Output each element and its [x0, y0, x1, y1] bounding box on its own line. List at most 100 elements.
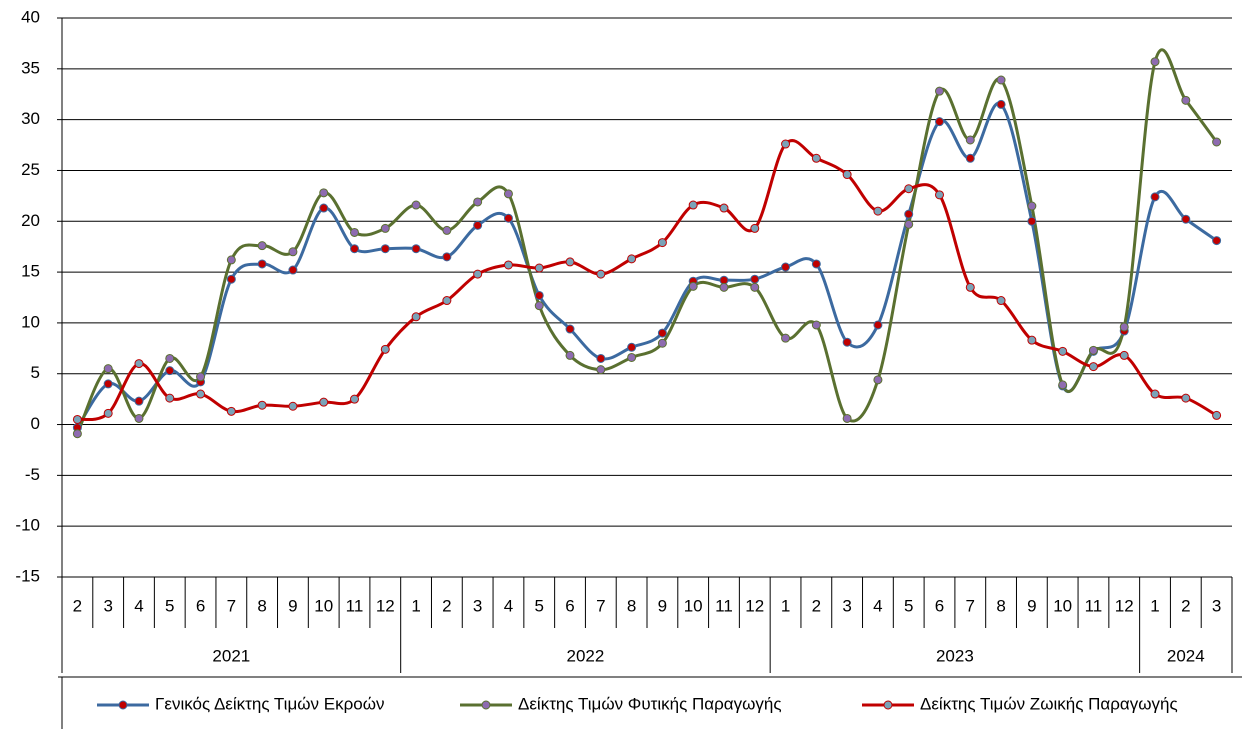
legend-label: Γενικός Δείκτης Τιμών Εκροών: [155, 694, 385, 713]
x-group-label: 2022: [567, 646, 605, 665]
data-point: [1058, 380, 1068, 390]
data-point: [1150, 389, 1160, 399]
data-point: [904, 209, 914, 219]
data-point: [719, 282, 729, 292]
x-tick-label: 7: [596, 596, 605, 615]
x-group-label: 2021: [212, 646, 250, 665]
legend-marker: [481, 700, 491, 710]
data-point: [965, 282, 975, 292]
x-tick-label: 6: [935, 596, 944, 615]
data-point: [1027, 335, 1037, 345]
data-point: [965, 153, 975, 163]
data-point: [350, 244, 359, 254]
data-point: [1150, 57, 1160, 67]
x-group-label: 2024: [1167, 646, 1205, 665]
x-tick-label: 1: [1150, 596, 1159, 615]
data-point: [1119, 350, 1129, 360]
data-point: [1088, 362, 1098, 372]
data-point: [688, 200, 698, 210]
y-tick-label: 30: [21, 109, 40, 128]
x-group-label: 2023: [936, 646, 974, 665]
data-point: [596, 365, 606, 375]
legend-label: Δείκτης Τιμών Ζωικής Παραγωγής: [920, 694, 1178, 713]
data-point: [319, 203, 329, 213]
x-tick-label: 5: [904, 596, 913, 615]
data-point: [288, 247, 298, 257]
x-tick-label: 1: [411, 596, 420, 615]
data-point: [811, 259, 821, 269]
x-tick-label: 1: [781, 596, 790, 615]
x-tick-label: 9: [288, 596, 297, 615]
x-tick-label: 9: [1027, 596, 1036, 615]
data-point: [534, 290, 544, 300]
data-point: [1027, 216, 1037, 226]
data-point: [565, 324, 575, 334]
x-tick-label: 8: [996, 596, 1005, 615]
data-point: [473, 220, 483, 230]
data-point: [134, 396, 144, 406]
data-point: [627, 352, 637, 362]
x-tick-label: 8: [627, 596, 636, 615]
x-tick-label: 3: [473, 596, 482, 615]
data-point: [534, 263, 544, 273]
data-point: [226, 274, 236, 284]
data-point: [503, 260, 513, 270]
data-point: [750, 274, 760, 284]
x-tick-label: 8: [257, 596, 266, 615]
data-point: [319, 188, 329, 198]
data-point: [996, 99, 1006, 109]
data-point: [596, 353, 606, 363]
legend-label: Δείκτης Τιμών Φυτικής Παραγωγής: [518, 694, 782, 713]
x-tick-label: 3: [842, 596, 851, 615]
y-tick-label: -10: [15, 516, 40, 535]
x-tick-label: 3: [103, 596, 112, 615]
x-tick-label: 10: [684, 596, 703, 615]
data-point: [103, 379, 113, 389]
data-point: [1181, 393, 1191, 403]
data-point: [473, 269, 483, 279]
data-point: [1119, 322, 1129, 332]
data-point: [904, 219, 914, 229]
data-point: [935, 190, 944, 200]
data-point: [657, 328, 667, 338]
data-point: [196, 372, 206, 382]
x-tick-label: 12: [1115, 596, 1134, 615]
x-tick-label: 12: [376, 596, 395, 615]
data-point: [257, 259, 267, 269]
y-tick-label: 40: [21, 7, 40, 26]
data-point: [565, 350, 575, 360]
x-tick-label: 6: [196, 596, 205, 615]
x-tick-label: 4: [873, 596, 882, 615]
y-tick-label: 15: [21, 262, 40, 281]
data-point: [380, 244, 390, 254]
data-point: [657, 338, 667, 348]
x-tick-label: 12: [745, 596, 764, 615]
x-tick-label: 2: [812, 596, 821, 615]
data-point: [750, 223, 760, 233]
data-point: [1181, 214, 1191, 224]
data-point: [165, 366, 175, 376]
x-tick-label: 4: [134, 596, 143, 615]
data-point: [781, 333, 791, 343]
series-line: [76, 101, 1218, 429]
y-tick-label: 25: [21, 160, 40, 179]
data-point: [473, 197, 483, 207]
data-point: [103, 408, 113, 418]
y-tick-label: -5: [25, 465, 40, 484]
data-point: [627, 254, 637, 264]
data-point: [442, 225, 452, 235]
data-point: [627, 342, 637, 352]
data-point: [165, 353, 175, 363]
x-tick-label: 7: [966, 596, 975, 615]
x-tick-label: 11: [715, 596, 733, 615]
data-point: [873, 206, 883, 216]
y-tick-label: 20: [21, 211, 40, 230]
series-line: [76, 48, 1218, 435]
data-point: [288, 265, 298, 275]
x-tick-label: 2: [73, 596, 82, 615]
data-point: [565, 257, 575, 267]
y-tick-label: 35: [21, 58, 40, 77]
data-point: [935, 86, 944, 96]
x-tick-label: 10: [1053, 596, 1072, 615]
